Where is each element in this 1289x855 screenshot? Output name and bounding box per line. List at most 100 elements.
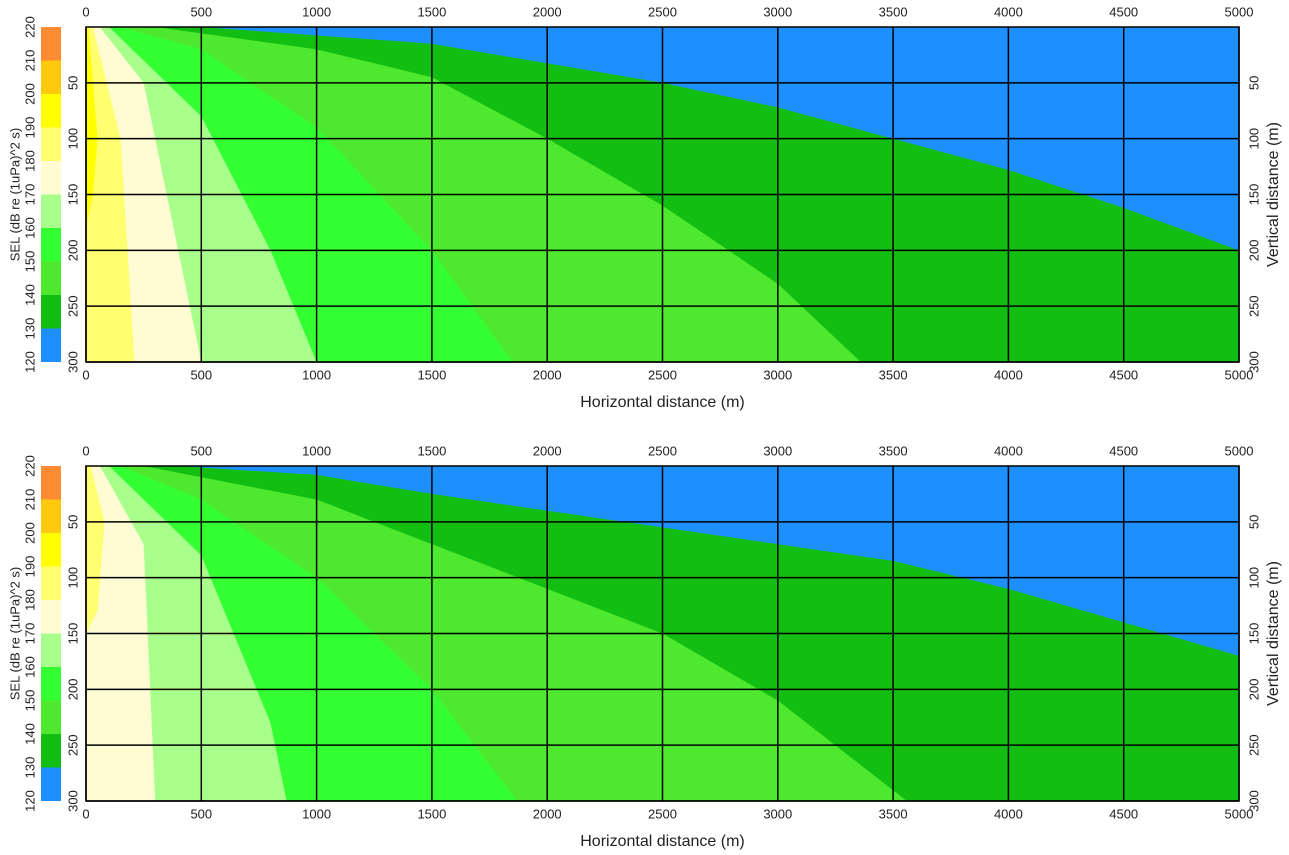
x-tick-label-top: 2500 [648,443,677,458]
x-tick-label: 3000 [763,367,792,382]
x-tick-label: 0 [82,367,89,382]
colorbar-band [41,533,61,567]
plot-frame [85,26,1240,363]
colorbar-band [41,566,61,600]
x-tick-label-top: 0 [82,4,89,19]
y-tick-label-right: 150 [1246,184,1261,206]
x-tick-label: 2500 [648,367,677,382]
x-tick-label: 2000 [533,806,562,821]
colorbar-tick-label: 210 [22,489,37,511]
x-tick-label-top: 1000 [302,4,331,19]
colorbar-tick-label: 220 [22,16,37,38]
colorbar-band [41,667,61,701]
contour-region [86,466,105,801]
x-tick-label-top: 4000 [994,443,1023,458]
y-axis-title-right: Vertical distance (m) [1265,122,1282,267]
y-tick-label-right: 250 [1246,734,1261,756]
colorbar-tick-label: 220 [22,455,37,477]
y-tick-label: 50 [65,76,80,90]
plot-frame [85,465,1240,802]
colorbar-tick-label: 120 [22,351,37,373]
x-tick-label: 2000 [533,367,562,382]
y-tick-label: 250 [65,734,80,756]
x-tick-label-top: 5000 [1225,4,1254,19]
colorbar-band [41,466,61,500]
colorbar-band [41,27,61,61]
x-axis-title: Horizontal distance (m) [580,394,745,411]
y-tick-label-right: 200 [1246,678,1261,700]
colorbar-title: SEL (dB re (1uPa)^2 s) [7,128,22,262]
x-axis-title: Horizontal distance (m) [580,833,745,850]
y-tick-label-right: 100 [1246,128,1261,150]
colorbar-band [41,633,61,667]
colorbar-tick-label: 180 [22,589,37,611]
x-tick-label-top: 4500 [1109,4,1138,19]
y-tick-label: 150 [65,623,80,645]
x-tick-label: 0 [82,806,89,821]
colorbar-band [41,127,61,161]
y-tick-label: 200 [65,239,80,261]
y-axis-title-right: Vertical distance (m) [1265,561,1282,706]
x-tick-label: 4500 [1109,367,1138,382]
colorbar-tick-label: 120 [22,790,37,812]
colorbar-tick-label: 170 [22,184,37,206]
y-tick-label-right: 150 [1246,623,1261,645]
x-tick-label: 5000 [1225,806,1254,821]
x-tick-label-top: 1500 [417,4,446,19]
colorbar-tick-label: 150 [22,251,37,273]
x-tick-label: 1500 [417,806,446,821]
x-tick-label-top: 500 [190,4,212,19]
y-tick-label: 300 [65,351,80,373]
y-tick-label-right: 250 [1246,295,1261,317]
x-tick-label: 3500 [879,367,908,382]
colorbar-band [41,94,61,128]
colorbar-band [41,194,61,228]
x-tick-label-top: 3000 [763,4,792,19]
y-tick-label: 250 [65,295,80,317]
x-tick-label-top: 0 [82,443,89,458]
colorbar-band [41,60,61,94]
x-tick-label-top: 4500 [1109,443,1138,458]
colorbar-band [41,499,61,533]
x-tick-label-top: 3500 [879,4,908,19]
x-tick-label: 3000 [763,806,792,821]
colorbar-band [41,328,61,362]
colorbar-band [41,767,61,801]
x-tick-label-top: 3000 [763,443,792,458]
x-tick-label: 1000 [302,367,331,382]
colorbar-tick-label: 140 [22,284,37,306]
colorbar-band [41,700,61,734]
colorbar-tick-label: 170 [22,623,37,645]
y-tick-label: 100 [65,128,80,150]
y-tick-label-right: 50 [1246,76,1261,90]
y-tick-label: 300 [65,790,80,812]
y-tick-label: 50 [65,515,80,529]
y-tick-label-right: 200 [1246,239,1261,261]
x-tick-label: 1000 [302,806,331,821]
y-tick-label-right: 50 [1246,515,1261,529]
colorbar-band [41,161,61,195]
colorbar-tick-label: 160 [22,217,37,239]
x-tick-label: 4000 [994,806,1023,821]
colorbar-tick-label: 190 [22,556,37,578]
x-tick-label: 500 [190,806,212,821]
y-tick-label: 200 [65,678,80,700]
colorbar-band [41,295,61,329]
colorbar-title: SEL (dB re (1uPa)^2 s) [7,567,22,701]
colorbar-tick-label: 190 [22,117,37,139]
colorbar-tick-label: 210 [22,50,37,72]
x-tick-label-top: 5000 [1225,443,1254,458]
x-tick-label: 500 [190,367,212,382]
x-tick-label-top: 2000 [533,4,562,19]
colorbar-tick-label: 130 [22,757,37,779]
colorbar-band [41,261,61,295]
colorbar-tick-label: 180 [22,150,37,172]
x-tick-label: 2500 [648,806,677,821]
x-tick-label: 4000 [994,367,1023,382]
x-tick-label-top: 4000 [994,4,1023,19]
x-tick-label-top: 3500 [879,443,908,458]
x-tick-label: 5000 [1225,367,1254,382]
colorbar-band [41,600,61,634]
x-tick-label-top: 1000 [302,443,331,458]
